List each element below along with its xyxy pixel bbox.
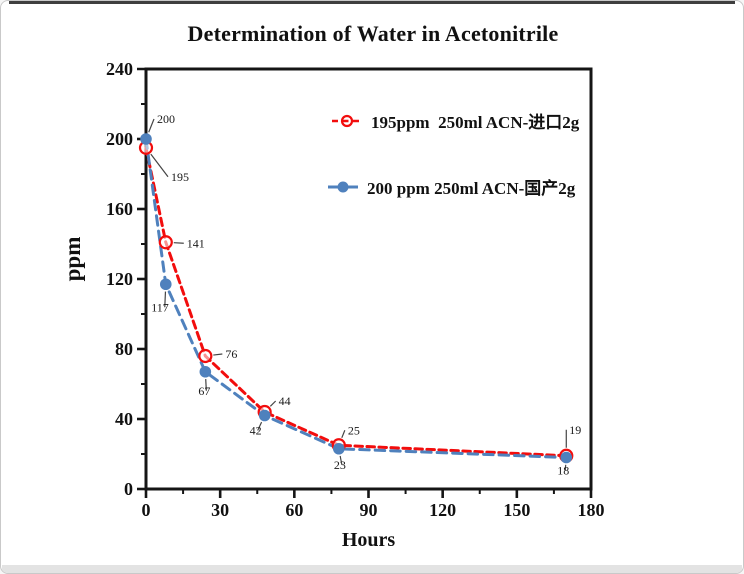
label-leader-line	[173, 242, 184, 244]
data-point-marker-open	[198, 348, 213, 364]
x-axis-title: Hours	[341, 529, 396, 551]
data-point-label: 23	[334, 458, 346, 472]
data-point-marker-filled	[258, 409, 271, 422]
data-point-label: 19	[569, 423, 581, 437]
data-point-marker-filled	[333, 442, 345, 455]
label-leader-line	[341, 430, 346, 439]
data-point-label: 117	[151, 300, 169, 314]
y-tick-label: 200	[106, 129, 133, 149]
data-point-label: 141	[187, 236, 205, 250]
data-point-label: 200	[157, 112, 175, 126]
x-tick-label: 150	[503, 500, 530, 520]
y-tick-label: 240	[106, 59, 133, 79]
x-tick-label: 180	[578, 500, 605, 520]
x-tick-label: 90	[360, 500, 378, 520]
label-leader-line	[257, 421, 263, 431]
x-tick-label: 30	[211, 500, 229, 520]
data-point-marker-filled	[140, 133, 152, 145]
label-leader-line	[148, 118, 155, 133]
data-point-marker-filled	[159, 278, 172, 291]
legend-marker-blue-line-filled-circle	[328, 181, 358, 192]
y-tick-label: 40	[115, 409, 133, 429]
data-point-label: 18	[557, 464, 569, 478]
x-tick-label: 60	[285, 500, 303, 520]
y-tick-label: 120	[106, 269, 133, 289]
data-point-marker-filled	[560, 451, 573, 464]
legend-item-domestic: 200 ppm 250ml ACN-国产2g	[327, 174, 575, 199]
label-leader-line	[150, 153, 169, 178]
series-line-1	[144, 137, 568, 459]
legend-marker-red-dashed-open-circle	[332, 114, 362, 127]
data-point-label: 44	[279, 394, 291, 408]
data-point-label: 25	[348, 423, 360, 437]
y-tick-label: 80	[115, 339, 133, 359]
window-top-edge	[9, 1, 735, 4]
window-bottom-edge	[2, 565, 742, 573]
data-point-marker-filled	[199, 365, 212, 378]
label-leader-line	[164, 291, 167, 308]
y-tick-label: 160	[106, 199, 133, 219]
data-point-label: 195	[171, 170, 189, 184]
data-point-label: 67	[198, 384, 210, 398]
x-tick-label: 0	[142, 500, 151, 520]
legend-item-imported: 195ppm 250ml ACN-进口2g	[331, 108, 579, 133]
label-leader-line	[339, 455, 343, 465]
chart-title: Determination of Water in Acetonitrile	[187, 21, 559, 46]
label-leader-line	[213, 353, 223, 356]
data-point-marker-open	[158, 235, 173, 250]
data-point-label: 76	[225, 347, 237, 361]
y-tick-label: 0	[124, 479, 133, 499]
legend-label-imported: 195ppm 250ml ACN-进口2g	[371, 113, 580, 132]
data-point-label: 42	[250, 424, 262, 438]
legend-label-domestic: 200 ppm 250ml ACN-国产2g	[367, 179, 576, 198]
label-leader-line	[269, 400, 277, 407]
series-line-0	[144, 146, 568, 458]
x-tick-label: 120	[429, 500, 456, 520]
label-leader-line	[205, 379, 207, 391]
